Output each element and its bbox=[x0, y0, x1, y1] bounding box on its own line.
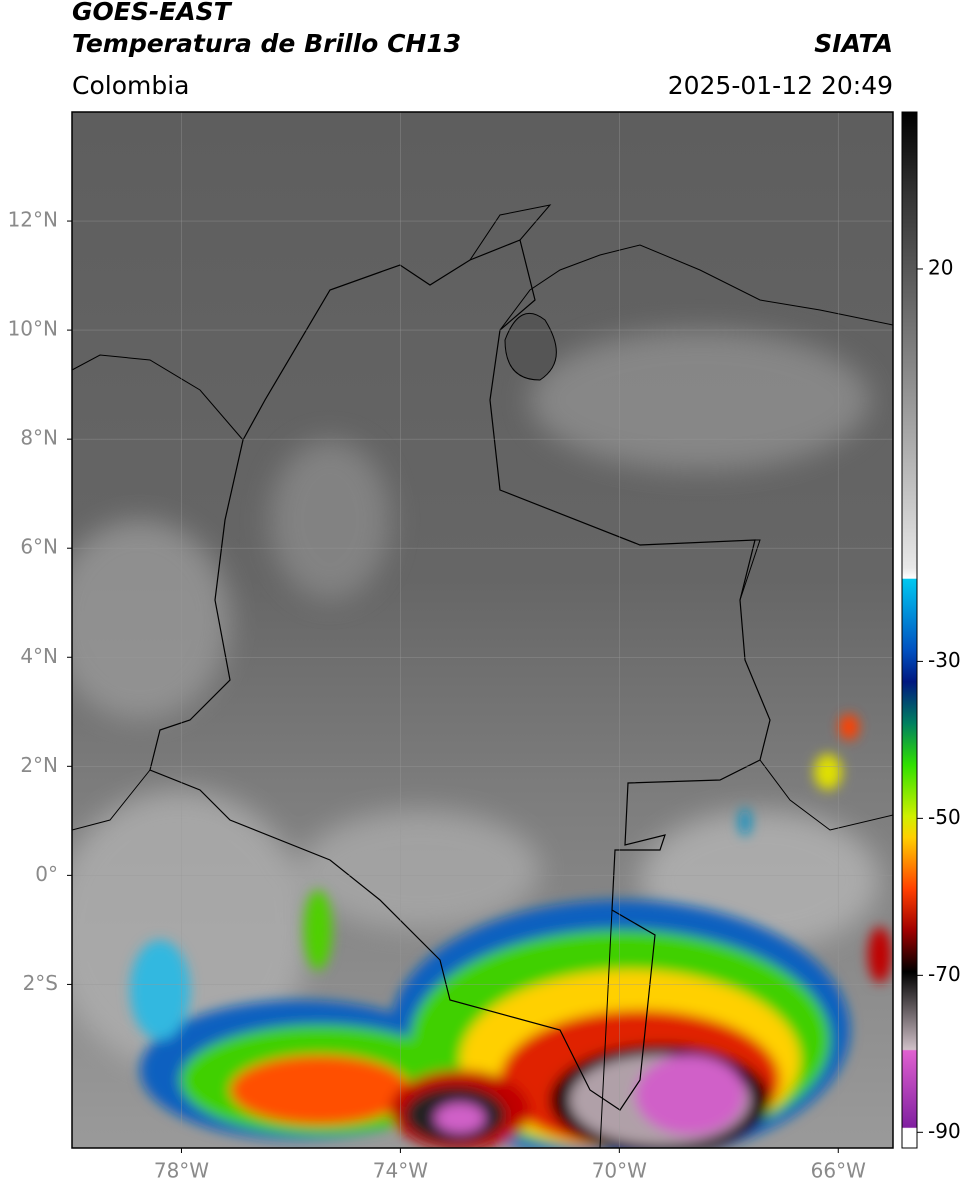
borders-coast bbox=[72, 204, 893, 1148]
y-tick-label: 4°N bbox=[20, 644, 58, 668]
colorbar-tick-label: -50 bbox=[928, 805, 961, 829]
country-border bbox=[149, 239, 771, 1111]
colorbar-tick-label: -70 bbox=[928, 962, 961, 986]
y-tick-label: 10°N bbox=[8, 317, 58, 341]
y-tick-label: 8°N bbox=[20, 426, 58, 450]
y-tick-label: 12°N bbox=[8, 208, 58, 232]
satellite-image bbox=[72, 112, 893, 1148]
colorbar bbox=[901, 111, 918, 1149]
x-tick-label: 70°W bbox=[592, 1159, 647, 1183]
subtitle: Temperatura de Brillo CH13 bbox=[72, 29, 461, 58]
x-tick-label: 66°W bbox=[811, 1159, 866, 1183]
y-tick-label: 2°S bbox=[23, 971, 58, 995]
grid bbox=[72, 112, 893, 1148]
map-frame bbox=[71, 111, 894, 1149]
colorbar-tick-label: -90 bbox=[928, 1119, 961, 1143]
y-tick-label: 2°N bbox=[20, 753, 58, 777]
y-tick-label: 0° bbox=[35, 862, 58, 886]
source: SIATA bbox=[814, 29, 893, 58]
title: GOES-EAST bbox=[72, 0, 233, 26]
colorbar-tick-label: 20 bbox=[928, 255, 953, 279]
x-tick-label: 78°W bbox=[154, 1159, 209, 1183]
region: Colombia bbox=[72, 71, 189, 100]
colorbar-tick-label: -30 bbox=[928, 648, 961, 672]
timestamp: 2025-01-12 20:49 bbox=[668, 71, 893, 100]
x-tick-label: 74°W bbox=[373, 1159, 428, 1183]
y-tick-label: 6°N bbox=[20, 535, 58, 559]
